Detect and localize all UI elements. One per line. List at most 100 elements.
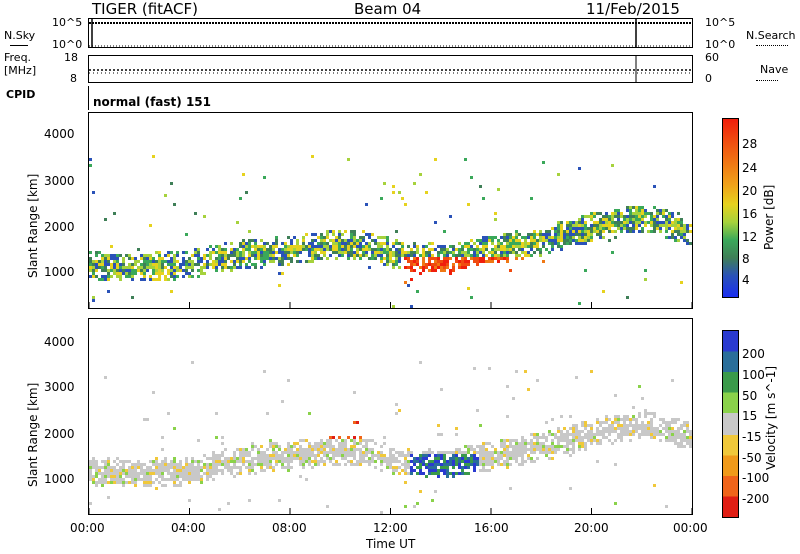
power-cell [599,227,602,230]
velocity-cell [140,478,143,481]
power-cell [611,224,614,227]
velocity-cell [659,433,662,436]
power-cell [431,257,434,260]
power-cell [320,242,323,245]
power-cell [386,263,389,266]
power-cell [332,239,335,242]
power-cell [398,260,401,263]
power-cell [188,275,191,278]
power-cell [107,269,110,272]
velocity-cell [89,460,92,463]
velocity-cell [137,466,140,469]
velocity-cell [572,448,575,451]
velocity-cell [287,463,290,466]
power-cell [464,254,467,257]
power-cell [245,248,248,251]
power-cell [353,233,356,236]
velocity-cell [602,427,605,430]
velocity-cell [596,418,599,421]
power-cell [164,275,167,278]
velocity-cell [614,430,617,433]
velocity-cell [386,460,389,463]
velocity-cell [155,478,158,481]
velocity-cell [335,448,338,451]
velocity-cell [383,454,386,457]
velocity-cell [317,454,320,457]
power-cell [452,245,455,248]
power-cell [557,239,560,242]
power-cbar-tick-28: 28 [742,137,758,151]
velocity-cell [290,445,293,448]
velocity-cell [194,466,197,469]
power-cell [215,245,218,248]
velocity-cell [581,445,584,448]
velocity-cell [434,490,437,493]
power-cell [125,272,128,275]
velocity-cell [131,463,134,466]
power-cell [620,221,623,224]
power-cell [563,242,566,245]
velocity-cell [107,463,110,466]
power-cell [251,251,254,254]
power-cell [656,209,659,212]
power-cell [200,260,203,263]
velocity-cell [674,421,677,424]
power-cell [206,263,209,266]
velocity-cell [572,439,575,442]
power-cell [302,239,305,242]
velocity-cell [251,466,254,469]
velocity-cell [620,433,623,436]
velocity-cell [332,451,335,454]
power-cell [356,248,359,251]
power-cell [179,263,182,266]
power-cell [173,275,176,278]
velocity-cell [593,433,596,436]
velocity-cell [260,460,263,463]
power-cell [254,254,257,257]
power-cell [287,251,290,254]
nave-tick-bottom: 0 [705,72,712,85]
velocity-cell [554,451,557,454]
velocity-cell [470,445,473,448]
velocity-cell [299,457,302,460]
velocity-cell [629,433,632,436]
velocity-cell [422,454,425,457]
velocity-cell [299,475,302,478]
power-cell [614,221,617,224]
power-cell [668,221,671,224]
velocity-cell [479,424,482,427]
velocity-cell [560,433,563,436]
power-cell [596,224,599,227]
power-cell [479,185,482,188]
power-cell [167,278,170,281]
power-cell [632,215,635,218]
power-cell [143,260,146,263]
power-cell [686,227,689,230]
power-cell [269,248,272,251]
velocity-cell [629,430,632,433]
power-cell [572,239,575,242]
velocity-cell [569,454,572,457]
velocity-cell [440,469,443,472]
power-cell [104,254,107,257]
velocity-cell [473,454,476,457]
power-cell [599,230,602,233]
power-cell [506,239,509,242]
velocity-cell [530,445,533,448]
velocity-cell [305,451,308,454]
power-cell [365,242,368,245]
velocity-cell [596,433,599,436]
power-cell [125,266,128,269]
power-cell [626,227,629,230]
power-cell [530,248,533,251]
power-cell [398,251,401,254]
velocity-cell [608,433,611,436]
power-cell [491,254,494,257]
power-cell [92,299,95,302]
power-cell [389,260,392,263]
power-cell [608,215,611,218]
power-cell [251,245,254,248]
power-cell [557,227,560,230]
velocity-cell [194,475,197,478]
power-cell [581,230,584,233]
